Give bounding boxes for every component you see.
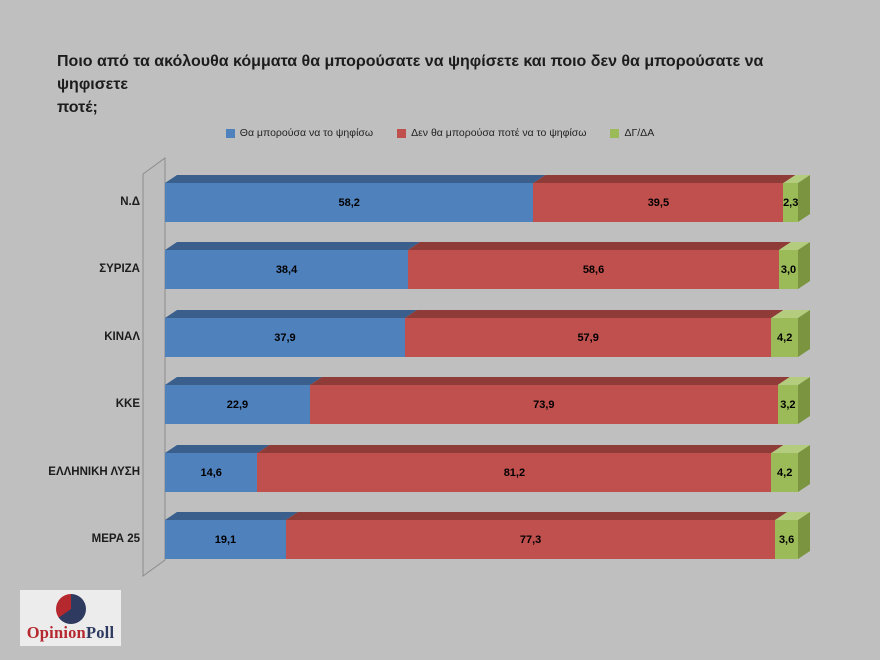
bar-segment: 77,3 [285, 520, 776, 559]
bar-segment-value: 73,9 [533, 398, 555, 411]
chart-title-line-1: Ποιο από τα ακόλουθα κόμματα θα μπορούσα… [57, 53, 764, 94]
logo-text-opinion: Opinion [26, 623, 86, 642]
bar-row-ΣΥΡΙΖΑ: 38,4 58,6 3,0 [165, 242, 820, 289]
bar-segment-top-face [310, 377, 790, 385]
bar-segment-top-face [405, 310, 784, 318]
bar-segment: 3,0 [779, 250, 798, 289]
bar-segment-value: 14,6 [200, 466, 222, 479]
logo-text-poll: Poll [85, 623, 115, 642]
bar-segment-value: 3,0 [780, 263, 797, 276]
bar-segment: 57,9 [404, 318, 772, 357]
bar-segment-top-face [165, 445, 269, 453]
legend-item-1: Δεν θα μπορούσα ποτέ να το ψηφίσω [397, 127, 586, 139]
category-label-ΕΛΛΗΝΙΚΗ ΛΥΣΗ: ΕΛΛΗΝΙΚΗ ΛΥΣΗ [48, 466, 140, 478]
bar-segment: 14,6 [165, 453, 258, 492]
bar-segment-top-face [286, 512, 787, 520]
bar-segment: 4,2 [771, 453, 798, 492]
legend-label: Δεν θα μπορούσα ποτέ να το ψηφίσω [411, 127, 587, 139]
category-label-Ν.Δ: Ν.Δ [120, 196, 140, 208]
bar-segment-top-face [771, 445, 810, 453]
bar-row-ΚΙΝΑΛ: 37,9 57,9 4,2 [165, 310, 820, 357]
bar-segment-side-face [798, 445, 810, 492]
bar-segment: 2,3 [783, 183, 798, 222]
category-label-ΜΕΡΑ 25: ΜΕΡΑ 25 [91, 533, 140, 545]
bar-segment-value: 58,6 [582, 263, 605, 276]
bar-row-ΚΚΕ: 22,9 73,9 3,2 [165, 377, 820, 424]
bar-segment-value: 39,5 [647, 196, 670, 209]
legend: Θα μπορούσα να το ψηφίσω Δεν θα μπορούσα … [0, 127, 880, 139]
bar-row-ΜΕΡΑ 25: 19,1 77,3 3,6 [165, 512, 820, 559]
bar-segment: 58,6 [408, 250, 779, 289]
bar-segment-side-face [798, 310, 810, 357]
bar-segment-top-face [165, 377, 322, 385]
bar-segment: 3,2 [777, 385, 798, 424]
opinionpoll-logo: OpinionPoll [20, 590, 121, 646]
bar-row-ΕΛΛΗΝΙΚΗ ΛΥΣΗ: 14,6 81,2 4,2 [165, 445, 820, 492]
bar-segment-value: 22,9 [226, 398, 249, 411]
bar-segment-value: 38,4 [275, 263, 298, 276]
category-label-ΚΙΝΑΛ: ΚΙΝΑΛ [104, 331, 140, 343]
bar-segment-top-face [165, 512, 298, 520]
legend-label: ΔΓ/ΔΑ [624, 127, 655, 139]
bar-segment: 39,5 [533, 183, 784, 222]
bar-segment-top-face [165, 242, 420, 250]
bar-segment-top-face [165, 175, 545, 183]
bar-segment-value: 3,2 [780, 398, 796, 411]
bar-segment-value: 2,3 [783, 196, 799, 209]
bar-segment-value: 4,2 [777, 331, 793, 344]
legend-item-2: ΔΓ/ΔΑ [610, 127, 654, 139]
bar-segment-top-face [778, 377, 810, 385]
bar-segment: 58,2 [165, 183, 534, 222]
bar-segment: 19,1 [165, 520, 286, 559]
bar-segment: 3,6 [775, 520, 798, 559]
bar-segment-side-face [798, 512, 810, 559]
bar-segment-top-face [257, 445, 783, 453]
bar-segment-value: 37,9 [274, 331, 296, 344]
bar-segment-value: 81,2 [503, 466, 526, 479]
bar-segment-value: 3,6 [778, 533, 795, 546]
chart-title: Ποιο από τα ακόλουθα κόμματα θα μπορούσα… [57, 50, 817, 120]
legend-swatch-icon [225, 128, 235, 138]
legend-label: Θα μπορούσα να το ψηφίσω [239, 127, 374, 139]
bar-segment-side-face [798, 242, 810, 289]
opinionpoll-logo-text: OpinionPoll [26, 623, 115, 642]
bar-row-Ν.Δ: 58,2 39,5 2,3 [165, 175, 820, 222]
bar-segment-value: 19,1 [214, 533, 237, 546]
bar-segment-value: 58,2 [338, 196, 360, 209]
bar-segment: 37,9 [165, 318, 405, 357]
bar-segment-top-face [771, 310, 810, 318]
bar-segment-value: 4,2 [777, 466, 793, 479]
bar-segment-top-face [779, 242, 810, 250]
bar-segment: 38,4 [165, 250, 409, 289]
opinionpoll-pie-icon [55, 594, 86, 624]
chart-title-line-2: ποτέ; [57, 99, 98, 117]
bar-segment-side-face [798, 377, 810, 424]
bar-segment-top-face [165, 310, 417, 318]
bar-segment-top-face [408, 242, 791, 250]
bar-segment: 73,9 [309, 385, 778, 424]
legend-swatch-icon [610, 128, 620, 138]
bar-segment-top-face [775, 512, 810, 520]
bar-segment: 81,2 [257, 453, 772, 492]
category-label-ΣΥΡΙΖΑ: ΣΥΡΙΖΑ [99, 263, 140, 275]
bar-segment-top-face [783, 175, 810, 183]
bar-segment-value: 57,9 [577, 331, 599, 344]
bar-segment-side-face [798, 175, 810, 222]
bar-segment: 4,2 [771, 318, 798, 357]
bar-segment: 22,9 [165, 385, 310, 424]
category-label-ΚΚΕ: ΚΚΕ [115, 398, 140, 410]
bar-segment-top-face [533, 175, 795, 183]
legend-swatch-icon [397, 128, 407, 138]
legend-item-0: Θα μπορούσα να το ψηφίσω [225, 127, 374, 139]
bar-segment-value: 77,3 [519, 533, 542, 546]
